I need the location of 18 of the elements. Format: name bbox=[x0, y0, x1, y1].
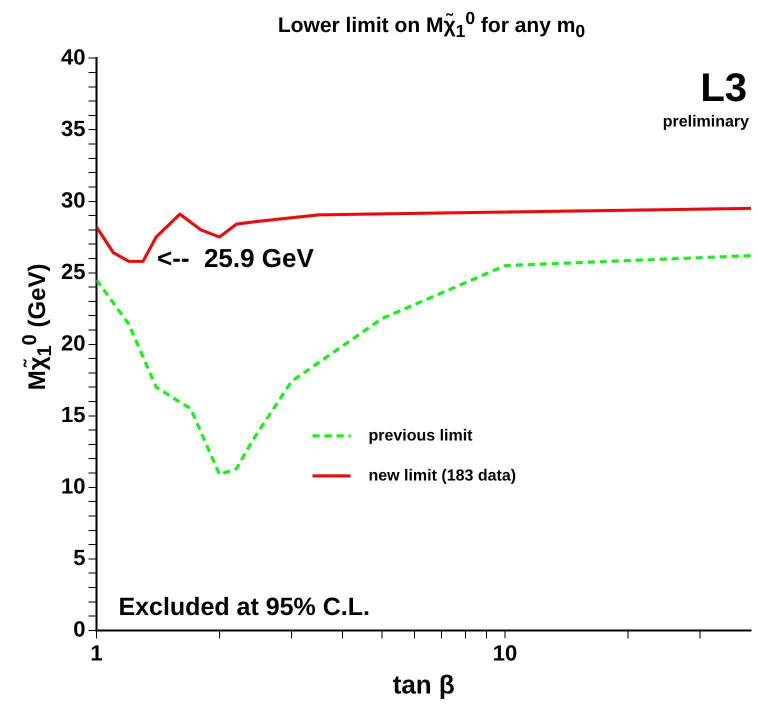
y-tick-label: 0 bbox=[73, 616, 86, 642]
annotation: preliminary bbox=[662, 114, 750, 131]
y-tick-label: 15 bbox=[60, 402, 86, 427]
annotation: <-- 25.9 GeV bbox=[157, 243, 314, 274]
y-tick-label: 40 bbox=[60, 44, 86, 70]
y-tick-label: 25 bbox=[60, 258, 86, 284]
legend-label: new limit (183 data) bbox=[368, 467, 516, 484]
y-tick-label: 5 bbox=[73, 544, 86, 570]
y-tick-label: 20 bbox=[60, 330, 86, 356]
annotation: Excluded at 95% C.L. bbox=[118, 592, 370, 621]
annotation: L3 bbox=[700, 66, 747, 110]
y-tick-label: 10 bbox=[60, 473, 86, 498]
y-tick-label: 30 bbox=[60, 187, 86, 212]
y-tick-label: 35 bbox=[60, 116, 86, 141]
x-tick-label: 1 bbox=[90, 640, 103, 666]
x-axis-title: tan β bbox=[392, 670, 455, 700]
chart-title: Lower limit on Mχ̃$_{1}$$^{0}$ for any m$_{0}$ bbox=[276, 8, 586, 42]
legend-label: previous limit bbox=[368, 427, 474, 444]
